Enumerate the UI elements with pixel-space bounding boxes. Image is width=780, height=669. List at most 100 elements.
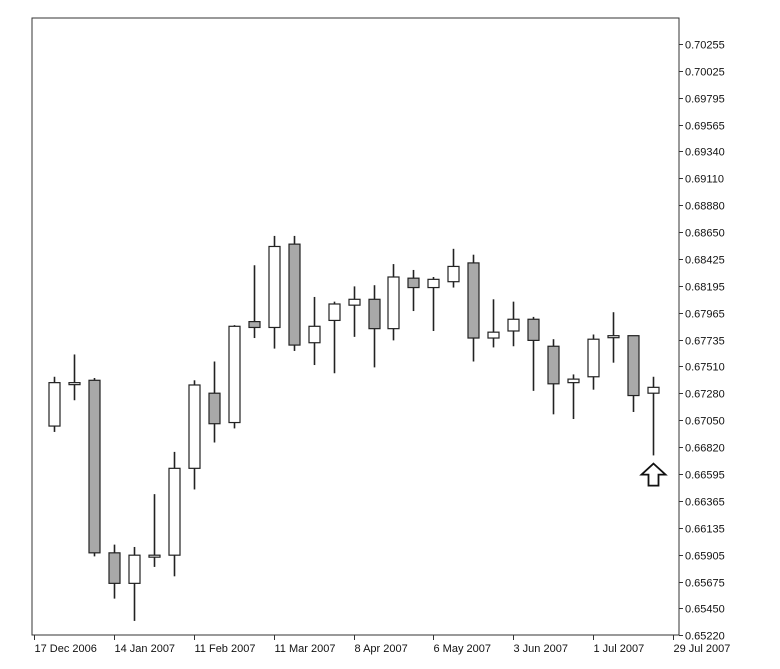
- x-tick-label: 11 Mar 2007: [275, 643, 336, 655]
- candle: [288, 235, 301, 351]
- y-tick-label: 0.65675: [685, 578, 725, 590]
- candle-body-up: [68, 382, 81, 386]
- candle-body-up: [48, 382, 61, 427]
- y-tick-label: 0.69110: [685, 174, 724, 186]
- candle-body-up: [427, 278, 440, 289]
- candle-body-down: [547, 345, 560, 385]
- candle: [348, 286, 361, 337]
- candle: [308, 296, 321, 366]
- candle-body-up: [647, 386, 660, 394]
- candle-body-up: [607, 335, 620, 339]
- candle-body-up: [587, 338, 600, 378]
- x-tick-label: 14 Jan 2007: [115, 643, 176, 655]
- candle: [547, 339, 560, 415]
- candle: [587, 334, 600, 390]
- candle: [248, 265, 261, 339]
- candle-body-up: [447, 265, 460, 283]
- candle: [467, 254, 480, 362]
- y-tick-label: 0.66595: [685, 470, 725, 482]
- x-tick-label: 17 Dec 2006: [35, 643, 97, 655]
- candle-body-up: [188, 384, 201, 469]
- candle: [407, 269, 420, 312]
- candle-body-up: [567, 378, 580, 384]
- y-tick-label: 0.69565: [685, 121, 725, 133]
- annotation-layer: [639, 462, 668, 487]
- y-tick-label: 0.69340: [685, 147, 725, 159]
- candle: [487, 299, 500, 348]
- x-axis: 17 Dec 2006 14 Jan 2007 11 Feb 2007 11 Mar …: [34, 635, 731, 655]
- y-tick-label: 0.67510: [685, 362, 725, 374]
- candle: [567, 374, 580, 420]
- y-tick-label: 0.68425: [685, 255, 725, 267]
- x-tick-label: 1 Jul 2007: [594, 643, 645, 655]
- candle: [268, 235, 281, 349]
- x-tick-label: 6 May 2007: [434, 643, 491, 655]
- y-tick-label: 0.68880: [685, 201, 725, 213]
- candle-body-up: [168, 467, 181, 556]
- candle: [148, 494, 161, 567]
- candle-body-up: [348, 298, 361, 306]
- candle: [188, 380, 201, 490]
- candle-body-up: [128, 554, 141, 584]
- candle-body-down: [208, 392, 221, 425]
- candle-body-up: [268, 245, 281, 329]
- candle: [88, 377, 101, 557]
- candle-body-down: [407, 277, 420, 289]
- y-tick-label: 0.70025: [685, 67, 725, 79]
- y-tick-label: 0.66135: [685, 524, 725, 536]
- candle: [507, 301, 520, 347]
- x-tick-label: 29 Jul 2007: [674, 643, 731, 655]
- candle-body-up: [228, 325, 241, 424]
- candle-body-up: [148, 554, 161, 558]
- y-tick-label: 0.65905: [685, 551, 725, 563]
- y-tick-label: 0.67280: [685, 389, 725, 401]
- y-tick-label: 0.69795: [685, 94, 725, 106]
- x-tick-label: 8 Apr 2007: [355, 643, 408, 655]
- candle-body-down: [467, 262, 480, 339]
- candle: [48, 376, 61, 432]
- candle-body-up: [387, 276, 400, 330]
- x-tick-label: 3 Jun 2007: [514, 643, 568, 655]
- y-tick-label: 0.68195: [685, 282, 725, 294]
- y-axis: 0.70255 0.70025 0.69795 0.69565 0.69340 0.691…: [679, 40, 725, 643]
- candle: [68, 354, 81, 401]
- candles-layer: [48, 235, 660, 621]
- y-tick-label: 0.67965: [685, 309, 725, 321]
- candle: [647, 376, 660, 456]
- candle: [387, 264, 400, 341]
- x-tick-label: 11 Feb 2007: [195, 643, 256, 655]
- candle-body-down: [248, 320, 261, 329]
- candle: [368, 285, 381, 368]
- y-tick-label: 0.67050: [685, 416, 725, 428]
- up-arrow-icon: [639, 462, 668, 487]
- candle: [228, 325, 241, 429]
- candle: [328, 301, 341, 374]
- candle-body-down: [288, 243, 301, 346]
- plot-frame: [31, 17, 680, 636]
- y-tick-label: 0.68650: [685, 228, 725, 240]
- candle-body-down: [527, 318, 540, 341]
- y-tick-label: 0.70255: [685, 40, 725, 52]
- y-tick-label: 0.66820: [685, 443, 725, 455]
- candle: [427, 276, 440, 331]
- y-tick-label: 0.66365: [685, 497, 725, 509]
- candle: [527, 316, 540, 391]
- candle: [208, 361, 221, 443]
- y-tick-label: 0.67735: [685, 336, 725, 348]
- candle-body-down: [627, 335, 640, 397]
- y-tick-label: 0.65450: [685, 604, 725, 616]
- candle: [607, 312, 620, 363]
- candle-body-down: [108, 552, 121, 584]
- candle-body-up: [487, 331, 500, 339]
- candle: [627, 335, 640, 412]
- candle-body-down: [88, 379, 101, 554]
- candle-body-up: [308, 325, 321, 344]
- candle-body-down: [368, 298, 381, 330]
- candle-body-up: [328, 303, 341, 322]
- y-tick-label: 0.65220: [685, 631, 725, 643]
- candle: [128, 546, 141, 621]
- candle-body-up: [507, 318, 520, 332]
- candle: [168, 451, 181, 577]
- candle: [108, 544, 121, 599]
